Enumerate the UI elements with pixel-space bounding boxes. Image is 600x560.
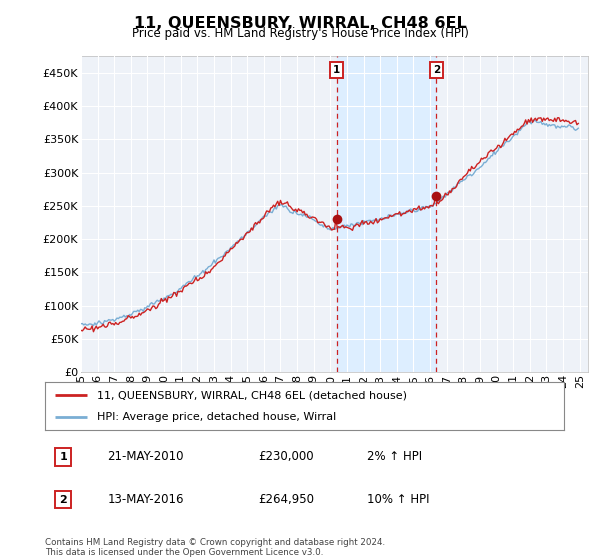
Text: £264,950: £264,950 <box>258 493 314 506</box>
Text: HPI: Average price, detached house, Wirral: HPI: Average price, detached house, Wirr… <box>97 412 336 422</box>
Text: 13-MAY-2016: 13-MAY-2016 <box>107 493 184 506</box>
Text: 2% ↑ HPI: 2% ↑ HPI <box>367 450 422 464</box>
Text: 2: 2 <box>59 494 67 505</box>
Text: 21-MAY-2010: 21-MAY-2010 <box>107 450 184 464</box>
Text: 1: 1 <box>333 65 340 75</box>
Text: 10% ↑ HPI: 10% ↑ HPI <box>367 493 429 506</box>
Bar <box>337 56 436 372</box>
Text: Contains HM Land Registry data © Crown copyright and database right 2024.
This d: Contains HM Land Registry data © Crown c… <box>45 538 385 557</box>
Text: 11, QUEENSBURY, WIRRAL, CH48 6EL: 11, QUEENSBURY, WIRRAL, CH48 6EL <box>134 16 466 31</box>
Text: £230,000: £230,000 <box>258 450 313 464</box>
Text: 1: 1 <box>59 452 67 462</box>
Text: 11, QUEENSBURY, WIRRAL, CH48 6EL (detached house): 11, QUEENSBURY, WIRRAL, CH48 6EL (detach… <box>97 390 407 400</box>
Text: 2: 2 <box>433 65 440 75</box>
Text: Price paid vs. HM Land Registry's House Price Index (HPI): Price paid vs. HM Land Registry's House … <box>131 27 469 40</box>
